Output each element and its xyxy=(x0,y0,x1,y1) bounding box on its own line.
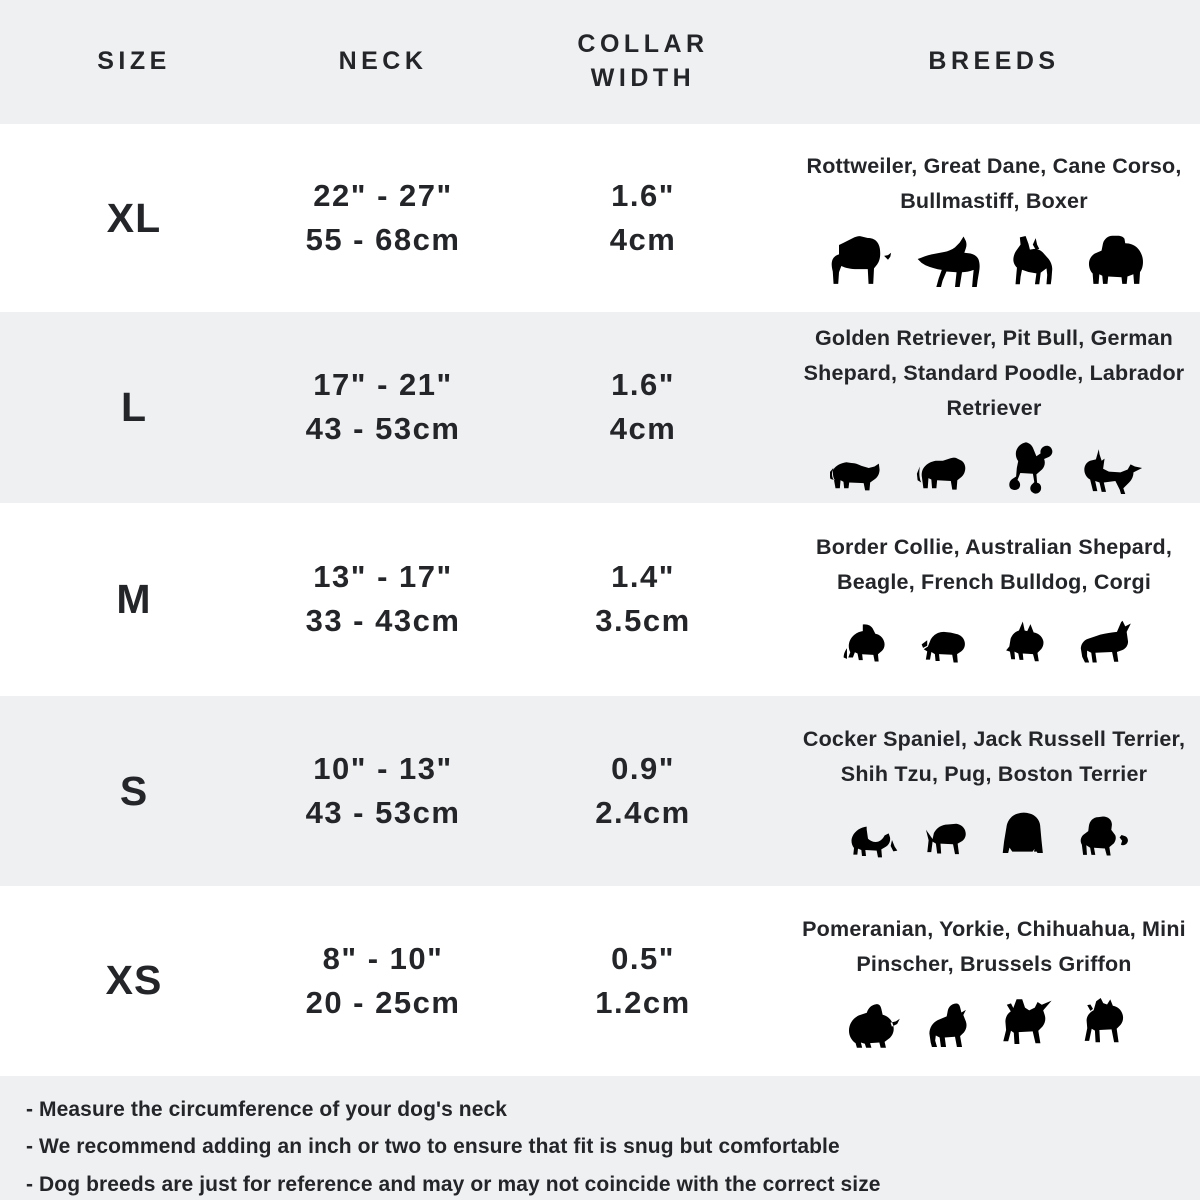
size-cell: M xyxy=(0,576,268,623)
neck-inches: 17" - 21" xyxy=(313,367,453,403)
dog-silhouette-group xyxy=(843,606,1145,668)
table-header-row: SIZE NECK COLLAR WIDTH BREEDS xyxy=(0,0,1200,124)
breed-list: Golden Retriever, Pit Bull, German Shepa… xyxy=(803,326,1185,420)
collar-width-cell: 0.9" 2.4cm xyxy=(498,747,788,835)
dog-silhouette-group xyxy=(830,432,1158,494)
size-cell: XS xyxy=(0,957,268,1004)
french-bulldog-icon xyxy=(1006,621,1044,662)
collar-width-cell: 0.5" 1.2cm xyxy=(498,937,788,1025)
shih-tzu-icon xyxy=(1002,812,1043,853)
size-label: M xyxy=(116,575,152,622)
table-row: XL 22" - 27" 55 - 68cm 1.6" 4cm Rottweil… xyxy=(0,123,1200,313)
size-cell: XL xyxy=(0,195,268,242)
golden-retriever-icon xyxy=(830,461,880,491)
column-header-size: SIZE xyxy=(97,47,171,76)
bullmastiff-icon xyxy=(1088,235,1143,284)
table-row: XS 8" - 10" 20 - 25cm 0.5" 1.2cm Pomeran… xyxy=(0,886,1200,1076)
size-label: S xyxy=(119,767,149,814)
collar-width-cell: 1.4" 3.5cm xyxy=(498,555,788,643)
column-header-collar-line1: COLLAR xyxy=(577,30,709,59)
cocker-spaniel-icon xyxy=(851,826,898,858)
breeds-cell: Golden Retriever, Pit Bull, German Shepa… xyxy=(788,321,1200,494)
neck-cell: 8" - 10" 20 - 25cm xyxy=(268,937,498,1025)
collar-cm: 1.2cm xyxy=(595,984,691,1020)
collar-width-cell: 1.6" 4cm xyxy=(498,363,788,451)
size-cell: S xyxy=(0,768,268,815)
table-row: L 17" - 21" 43 - 53cm 1.6" 4cm Golden Re… xyxy=(0,312,1200,503)
note-item: - Measure the circumference of your dog'… xyxy=(26,1097,508,1121)
column-header-collar-width: COLLAR WIDTH xyxy=(498,28,788,96)
neck-cell: 13" - 17" 33 - 43cm xyxy=(268,555,498,643)
size-label: XL xyxy=(106,194,162,241)
collar-inches: 1.6" xyxy=(611,178,675,214)
collar-inches: 0.9" xyxy=(611,751,675,786)
dog-silhouette-group xyxy=(828,225,1160,287)
corgi-icon xyxy=(1080,620,1131,663)
breeds-cell: Cocker Spaniel, Jack Russell Terrier, Sh… xyxy=(788,722,1200,860)
neck-cm: 43 - 53cm xyxy=(305,411,461,447)
neck-cm: 55 - 68cm xyxy=(305,222,461,258)
collar-cm: 2.4cm xyxy=(595,795,691,831)
collar-cm: 3.5cm xyxy=(595,603,691,639)
neck-inches: 13" - 17" xyxy=(313,559,453,595)
collar-cm: 4cm xyxy=(609,411,677,447)
rottweiler-icon xyxy=(831,236,892,284)
table-row: M 13" - 17" 33 - 43cm 1.4" 3.5cm Border … xyxy=(0,502,1200,696)
great-dane-icon xyxy=(917,236,980,287)
pug-icon xyxy=(1080,816,1128,856)
size-label: L xyxy=(120,383,148,430)
poodle-icon xyxy=(1009,441,1053,494)
neck-cell: 17" - 21" 43 - 53cm xyxy=(268,363,498,451)
cane-corso-icon xyxy=(1013,235,1053,285)
labrador-icon xyxy=(916,457,966,490)
breed-list: Rottweiler, Great Dane, Cane Corso, Bull… xyxy=(806,154,1182,214)
note-item: - Dog breeds are just for reference and … xyxy=(26,1172,881,1196)
collar-inches: 0.5" xyxy=(611,940,675,976)
yorkie-icon xyxy=(929,1003,967,1047)
column-header-neck: NECK xyxy=(338,47,428,76)
dog-silhouette-group xyxy=(846,798,1142,860)
note-item: - We recommend adding an inch or two to … xyxy=(26,1135,840,1158)
breed-list: Cocker Spaniel, Jack Russell Terrier, Sh… xyxy=(802,727,1186,787)
dog-silhouette-group xyxy=(847,988,1141,1050)
neck-cm: 43 - 53cm xyxy=(305,795,461,831)
neck-inches: 8" - 10" xyxy=(322,940,444,976)
column-header-collar-line2: WIDTH xyxy=(590,63,696,92)
breeds-cell: Border Collie, Australian Shepard, Beagl… xyxy=(788,530,1200,668)
size-label: XS xyxy=(105,957,163,1004)
chihuahua-icon xyxy=(1003,998,1052,1044)
table-row: S 10" - 13" 43 - 53cm 0.9" 2.4cm Cocker … xyxy=(0,695,1200,887)
border-collie-icon xyxy=(843,624,885,662)
breeds-cell: Rottweiler, Great Dane, Cane Corso, Bull… xyxy=(788,149,1200,287)
collar-inches: 1.6" xyxy=(611,367,675,403)
neck-cell: 10" - 13" 43 - 53cm xyxy=(268,747,498,835)
breeds-cell: Pomeranian, Yorkie, Chihuahua, Mini Pins… xyxy=(788,912,1200,1050)
german-shepherd-icon xyxy=(1084,448,1143,494)
breed-list: Border Collie, Australian Shepard, Beagl… xyxy=(815,535,1173,595)
pomeranian-icon xyxy=(848,1003,900,1048)
size-cell: L xyxy=(0,384,268,431)
mini-pinscher-icon xyxy=(1084,997,1124,1042)
collar-inches: 1.4" xyxy=(611,559,675,595)
neck-cm: 33 - 43cm xyxy=(305,603,461,639)
neck-cell: 22" - 27" 55 - 68cm xyxy=(268,174,498,262)
neck-inches: 10" - 13" xyxy=(313,751,453,786)
column-header-breeds: BREEDS xyxy=(928,47,1060,76)
collar-width-cell: 1.6" 4cm xyxy=(498,174,788,262)
collar-cm: 4cm xyxy=(609,222,677,258)
breed-list: Pomeranian, Yorkie, Chihuahua, Mini Pins… xyxy=(802,917,1186,976)
neck-cm: 20 - 25cm xyxy=(305,984,461,1020)
jack-russell-icon xyxy=(925,823,966,854)
neck-inches: 22" - 27" xyxy=(313,178,453,214)
footer-notes: - Measure the circumference of your dog'… xyxy=(0,1075,1200,1200)
beagle-icon xyxy=(921,631,965,663)
